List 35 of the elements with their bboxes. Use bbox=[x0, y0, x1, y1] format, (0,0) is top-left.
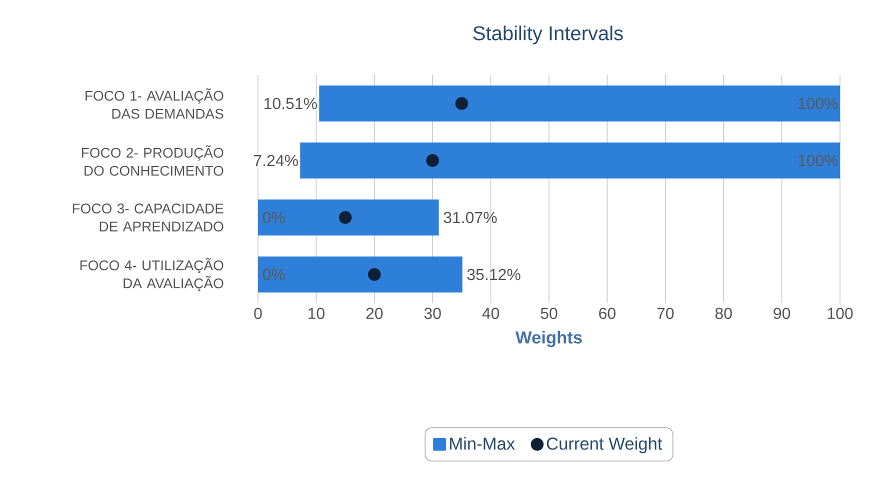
x-tick-label: 30 bbox=[424, 308, 441, 320]
y-tick-label: FOCO 3- CAPACIDADE DE APRENDIZADO bbox=[72, 204, 224, 232]
annotation: 100% bbox=[798, 154, 838, 166]
annotation: 100% bbox=[798, 98, 838, 110]
x-axis-title: Weights bbox=[515, 330, 582, 348]
x-tick-label: 40 bbox=[482, 308, 500, 320]
point bbox=[338, 211, 352, 224]
x-tick-label: 70 bbox=[657, 308, 674, 320]
bar bbox=[319, 85, 840, 122]
x-tick-label: 50 bbox=[540, 308, 558, 320]
annotation: 31.07% bbox=[444, 212, 497, 224]
y-tick-label: FOCO 1- AVALIAÇÃO DAS DEMANDAS bbox=[86, 88, 224, 119]
x-tick-label: 100 bbox=[828, 308, 853, 320]
annotation: 10.51% bbox=[264, 98, 317, 110]
y-tick-label: FOCO 4- UTILIZAÇÃO DA AVALIAÇÃO bbox=[80, 258, 224, 292]
chart-title: Stability Intervals bbox=[473, 26, 623, 44]
x-tick-label: 20 bbox=[366, 308, 383, 320]
x-tick-label: 10 bbox=[308, 308, 324, 320]
annotation: 7.24% bbox=[254, 154, 298, 166]
x-tick-label: 60 bbox=[599, 308, 616, 320]
point bbox=[426, 154, 440, 167]
annotation: 0% bbox=[262, 212, 285, 224]
y-tick-label: FOCO 2- PRODUÇÃO DO CONHECIMENTO bbox=[82, 145, 224, 176]
point bbox=[455, 97, 468, 110]
legend-label: Current Weight bbox=[546, 437, 662, 454]
annotation: 0% bbox=[262, 268, 285, 280]
annotation: 35.12% bbox=[467, 268, 520, 280]
x-tick-label: 90 bbox=[774, 308, 790, 320]
bar bbox=[300, 142, 840, 179]
x-tick-label: 80 bbox=[715, 308, 732, 320]
point bbox=[368, 268, 381, 281]
legend-label: Min-Max bbox=[450, 437, 515, 450]
x-tick-label: 0 bbox=[254, 308, 262, 320]
bar bbox=[258, 256, 462, 293]
bar bbox=[258, 199, 439, 236]
